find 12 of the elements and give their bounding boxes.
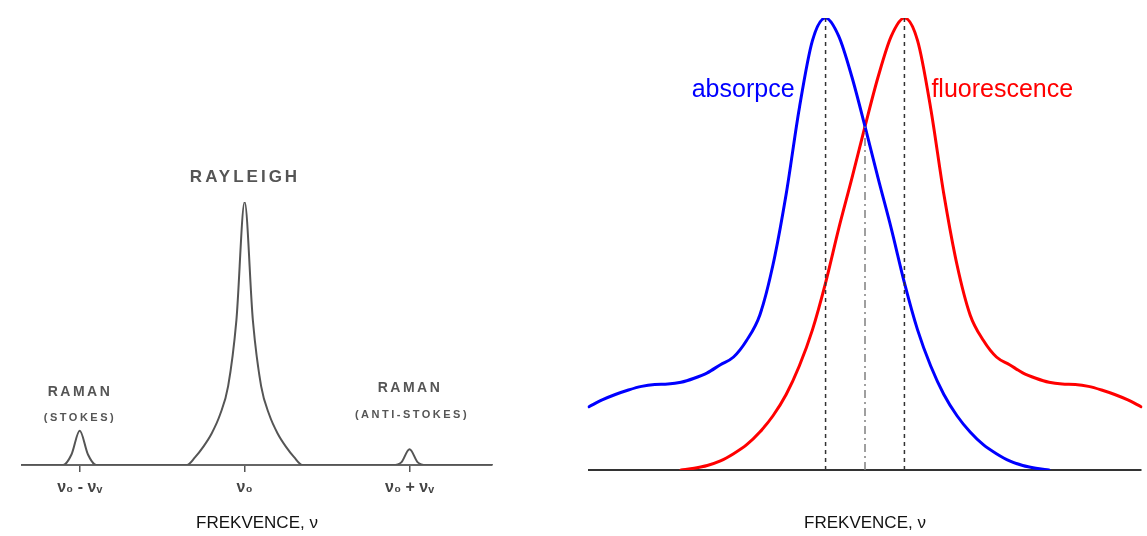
- x-tick-label: ν₀ + νᵥ: [385, 478, 435, 496]
- x-axis-title: FREKVENCE, ν: [804, 513, 926, 533]
- annotation: (ANTI-STOKES): [354, 408, 470, 421]
- annotation: RAMAN: [47, 382, 113, 399]
- annotation: (STOKES): [43, 411, 117, 424]
- x-tick-label: ν₀ - νᵥ: [57, 478, 103, 496]
- annotation: RAMAN: [377, 378, 443, 395]
- series-label: fluorescence: [931, 74, 1074, 103]
- x-axis-title: FREKVENCE, ν: [196, 513, 318, 533]
- text: RAYLEIGH: [189, 166, 301, 186]
- x-tick-label: ν₀: [236, 478, 253, 496]
- series-label: absorpce: [691, 74, 795, 103]
